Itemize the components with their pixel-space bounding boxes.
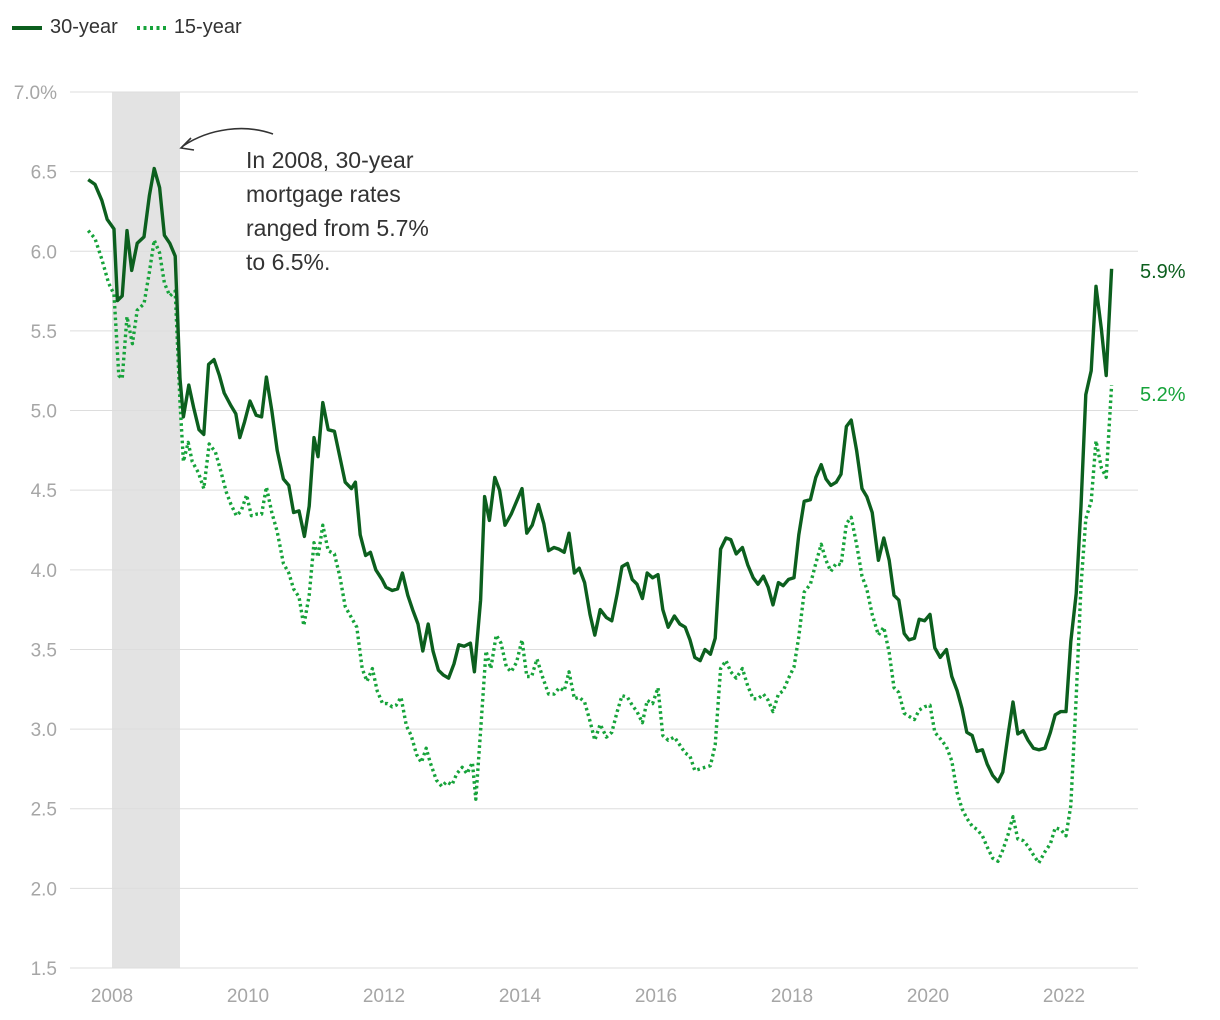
legend-label-30-year: 30-year: [50, 16, 118, 38]
legend-item-30-year: 30-year: [12, 16, 118, 39]
y-tick-label: 2.0: [31, 879, 57, 900]
gridlines: [70, 91, 1138, 969]
y-tick-label: 6.5: [31, 163, 57, 184]
x-tick-label: 2018: [771, 986, 813, 1007]
x-tick-label: 2010: [227, 986, 269, 1007]
x-tick-label: 2022: [1043, 986, 1085, 1007]
annotation-arrow: [182, 127, 274, 147]
y-tick-label: 3.5: [31, 640, 57, 661]
legend-swatch-dotted: [136, 25, 166, 30]
series-line-15-year: [86, 229, 1114, 865]
annotation-line-3: ranged from 5.7%: [246, 215, 429, 241]
x-axis-tick-labels: 2008 2010 2012 2014 2016 2018 2020 2022: [91, 986, 1085, 1007]
annotation-line-1: In 2008, 30-year: [246, 147, 414, 173]
x-tick-label: 2020: [907, 986, 949, 1007]
legend: 30-year 15-year: [12, 16, 252, 39]
annotation-line-2: mortgage rates: [246, 181, 401, 207]
end-label-15-year: 5.2%: [1140, 384, 1186, 406]
x-tick-label: 2012: [363, 986, 405, 1007]
annotation-arrowhead: [179, 137, 195, 151]
series-line-30-year: [87, 166, 1114, 784]
annotation-line-4: to 6.5%.: [246, 249, 330, 275]
end-label-30-year: 5.9%: [1140, 261, 1186, 283]
y-tick-label: 3.0: [31, 720, 57, 741]
y-axis-tick-labels: 1.5 2.0 2.5 3.0 3.5 4.0 4.5 5.0 5.5 6.0 6.5 7.0%: [14, 83, 57, 980]
legend-label-15-year: 15-year: [173, 16, 242, 38]
y-tick-label: 6.0: [31, 242, 57, 263]
x-tick-label: 2008: [91, 986, 133, 1007]
y-tick-label: 4.5: [31, 481, 57, 502]
y-tick-label: 7.0%: [14, 83, 57, 104]
legend-item-15-year: 15-year: [136, 16, 242, 39]
y-tick-label: 5.0: [31, 402, 57, 423]
y-tick-label: 5.5: [31, 322, 57, 343]
y-tick-label: 2.5: [31, 800, 57, 821]
legend-swatch-solid: [12, 25, 42, 30]
y-tick-label: 1.5: [31, 959, 57, 980]
annotation: In 2008, 30-year mortgage rates ranged f…: [179, 127, 429, 275]
x-tick-label: 2014: [499, 986, 542, 1007]
x-tick-label: 2016: [635, 986, 677, 1007]
series-lines: [86, 166, 1114, 865]
shaded-region-2008: [112, 92, 180, 968]
y-tick-label: 4.0: [31, 561, 57, 582]
